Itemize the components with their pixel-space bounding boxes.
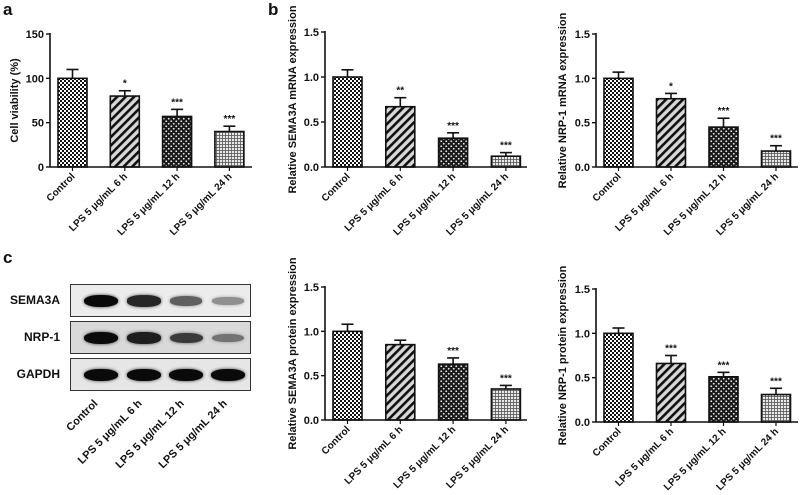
y-tick-label: 1.5 — [304, 27, 319, 39]
blot-band — [169, 332, 203, 344]
blot-band — [127, 369, 161, 381]
bar — [384, 105, 416, 168]
bar — [57, 77, 88, 168]
western-blot: SEMA3A NRP-1 GAPDH Control LPS 5 μg/mL 6… — [0, 0, 270, 495]
significance-marker: * — [123, 79, 127, 90]
panel-letter-b: b — [268, 0, 279, 19]
blot-row-sema3a — [70, 284, 251, 317]
bar — [655, 362, 687, 423]
blot-band — [84, 369, 118, 381]
significance-marker: *** — [447, 121, 459, 132]
blot-label-gapdh: GAPDH — [16, 367, 60, 381]
x-tick-label: Control — [591, 426, 624, 459]
blot-band — [84, 295, 118, 307]
y-tick-label: 50 — [32, 118, 44, 130]
y-tick-label: 0 — [38, 162, 44, 174]
y-axis-label: Relative NRP-1 mRNA expression — [557, 12, 569, 188]
y-tick-label: 1.0 — [575, 328, 590, 340]
significance-marker: *** — [718, 106, 730, 117]
y-tick-label: 1.0 — [304, 326, 319, 338]
significance-marker: *** — [171, 97, 183, 108]
blot-row-nrp1 — [70, 321, 251, 354]
significance-marker: *** — [500, 141, 512, 152]
bar — [161, 115, 193, 168]
y-tick-label: 100 — [26, 73, 44, 85]
significance-marker: * — [669, 81, 673, 92]
y-tick-label: 0.0 — [575, 417, 590, 429]
y-tick-label: 0.5 — [575, 373, 590, 385]
blot-label-nrp1: NRP-1 — [23, 330, 60, 344]
bar — [384, 343, 416, 421]
bar — [708, 375, 739, 423]
significance-marker: *** — [770, 376, 782, 387]
y-axis-label: Relative SEMA3A mRNA expression — [287, 5, 299, 193]
y-tick-label: 1.0 — [575, 73, 590, 85]
y-tick-label: 0.5 — [304, 117, 319, 129]
chart-cell-viability: Control*LPS 5 μg/mL 6 h***LPS 5 μg/mL 12… — [9, 29, 252, 238]
significance-marker: *** — [665, 344, 677, 355]
bar — [655, 97, 687, 168]
y-tick-label: 1.5 — [575, 29, 590, 41]
y-tick-label: 0.5 — [575, 118, 590, 130]
significance-marker: *** — [718, 360, 730, 371]
y-tick-label: 150 — [26, 29, 44, 41]
y-tick-label: 0.0 — [304, 415, 319, 427]
blot-band — [127, 295, 161, 307]
bar — [760, 393, 792, 423]
bar — [490, 388, 522, 421]
blot-band — [169, 296, 203, 306]
y-tick-label: 0.0 — [575, 162, 590, 174]
blot-band — [127, 332, 161, 344]
significance-marker: ** — [396, 86, 404, 97]
y-tick-label: 1.5 — [575, 284, 590, 296]
blot-band — [84, 332, 118, 344]
significance-marker: *** — [224, 114, 236, 125]
bar — [603, 332, 634, 423]
panel-letter-a: a — [3, 0, 13, 19]
blot-band — [169, 369, 203, 381]
significance-marker: *** — [770, 134, 782, 145]
y-axis-label: Cell viability (%) — [9, 58, 21, 143]
chart-nrp1-mrna: Control*LPS 5 μg/mL 6 h***LPS 5 μg/mL 12… — [557, 12, 798, 238]
blot-row-gapdh — [70, 358, 251, 391]
y-tick-label: 1.0 — [304, 72, 319, 84]
y-axis-label: Relative SEMA3A protein expression — [287, 257, 299, 449]
chart-sema3a-mrna: Control**LPS 5 μg/mL 6 h***LPS 5 μg/mL 1… — [287, 5, 527, 238]
bar — [708, 126, 739, 168]
blot-lane-label: Control — [64, 397, 101, 434]
y-tick-label: 1.5 — [304, 282, 319, 294]
panel-letter-c: c — [3, 248, 13, 267]
significance-marker: *** — [447, 346, 459, 357]
y-axis-label: Relative NRP-1 protein expression — [557, 265, 569, 445]
blot-band — [211, 369, 245, 381]
y-tick-label: 0.0 — [304, 162, 319, 174]
blot-band — [212, 333, 244, 343]
bar — [437, 137, 469, 168]
y-tick-label: 0.5 — [304, 371, 319, 383]
blot-label-sema3a: SEMA3A — [9, 293, 60, 307]
blot-band — [212, 297, 244, 305]
significance-marker: *** — [500, 373, 512, 384]
